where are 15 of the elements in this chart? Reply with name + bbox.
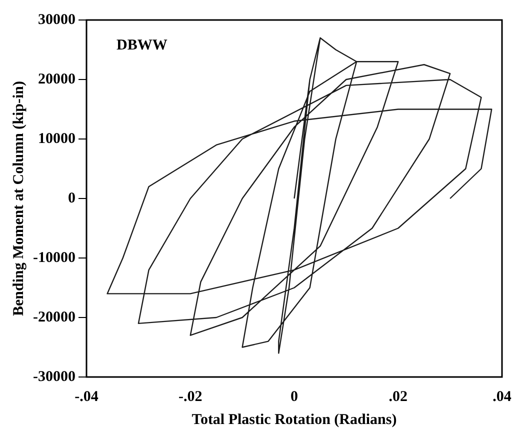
x-tick-label: 0 [290, 388, 298, 405]
y-tick-label: -30000 [32, 368, 76, 385]
y-tick-label: -20000 [32, 309, 76, 326]
y-tick-label: 0 [68, 190, 76, 206]
y-axis-title: Bending Moment at Column (kip-in) [10, 80, 27, 316]
x-axis-title: Total Plastic Rotation (Radians) [192, 412, 397, 428]
x-tick-label: -.04 [74, 388, 99, 405]
x-tick-label: .02 [388, 388, 408, 405]
y-tick-label: 20000 [38, 71, 76, 88]
y-tick-label: 10000 [38, 130, 76, 147]
y-tick-label: -10000 [32, 250, 76, 266]
x-tick-label: -.02 [178, 388, 202, 405]
x-tick-label: .04 [492, 388, 512, 405]
annotation: DBWW [116, 37, 168, 54]
y-tick-label: 30000 [38, 12, 76, 28]
